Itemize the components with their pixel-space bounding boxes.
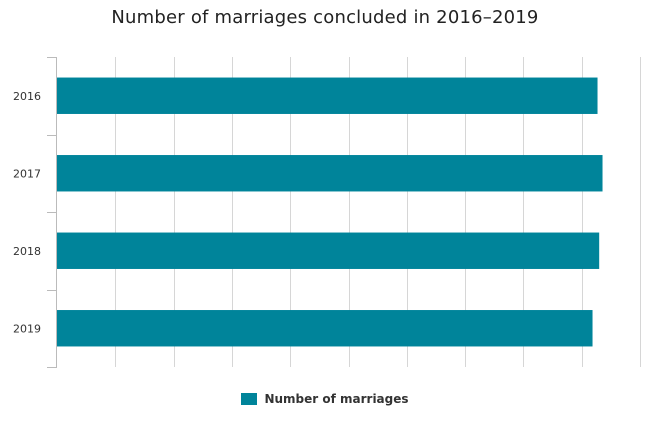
legend-swatch bbox=[241, 393, 258, 405]
y-tick-label-2017: 2017 bbox=[13, 167, 41, 180]
bars bbox=[57, 77, 603, 347]
y-tick-label-2016: 2016 bbox=[13, 90, 41, 103]
bar-2018[interactable] bbox=[57, 232, 600, 269]
legend-label: Number of marriages bbox=[264, 392, 409, 406]
bar-2016[interactable] bbox=[57, 77, 598, 114]
bar-2017[interactable] bbox=[57, 155, 603, 192]
y-axis bbox=[47, 57, 57, 368]
chart-title: Number of marriages concluded in 2016–20… bbox=[111, 7, 539, 28]
bar-2019[interactable] bbox=[57, 310, 593, 347]
legend[interactable]: Number of marriages bbox=[0, 392, 650, 406]
y-tick-label-2019: 2019 bbox=[13, 322, 41, 335]
y-tick-label-2018: 2018 bbox=[13, 245, 41, 258]
y-tick-labels: 2016 2017 2018 2019 bbox=[13, 90, 41, 336]
